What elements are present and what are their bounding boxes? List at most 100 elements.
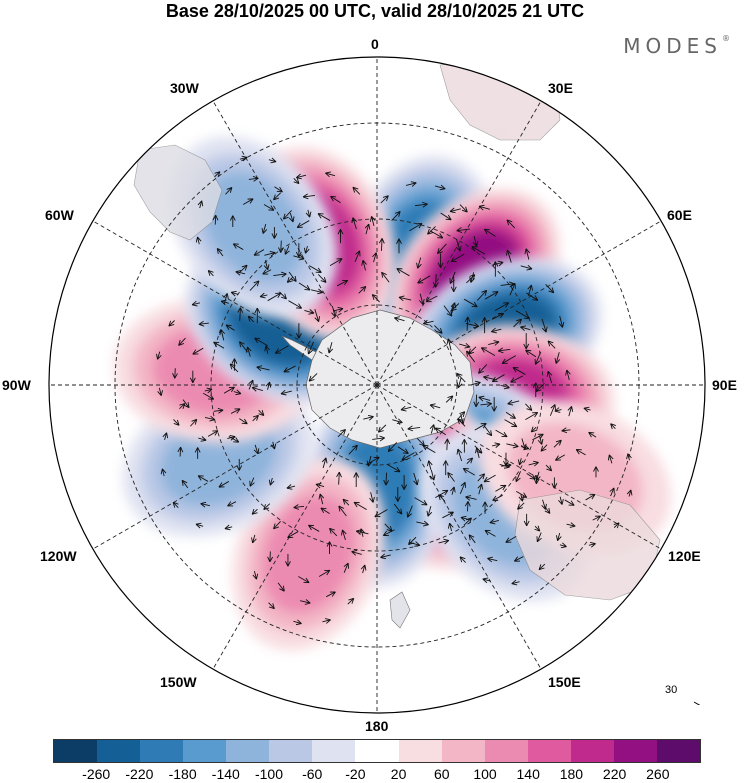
wind-vector	[204, 388, 213, 392]
wind-vector-head	[209, 415, 216, 422]
wind-vector	[331, 305, 336, 317]
wind-vector-head	[436, 327, 443, 334]
wind-vector-head	[541, 326, 548, 333]
wind-vector	[288, 300, 302, 309]
wind-vector	[179, 403, 186, 410]
wind-vector-head	[256, 365, 263, 371]
wind-vector	[233, 391, 242, 395]
wind-vector	[326, 591, 336, 598]
wind-vector-head	[325, 171, 331, 178]
colorbar-tick-label: 180	[559, 766, 584, 782]
wind-vector-head	[471, 246, 478, 252]
wind-vector-head	[214, 171, 221, 178]
wind-vector	[483, 474, 496, 483]
wind-vector	[391, 211, 401, 221]
wind-vector-head	[468, 348, 475, 355]
wind-vector	[449, 208, 461, 212]
wind-vector	[568, 406, 573, 417]
wind-vector	[174, 368, 176, 379]
wind-vector	[224, 526, 233, 530]
wind-vector	[501, 355, 517, 364]
wind-vector	[254, 444, 259, 455]
wind-vector	[393, 503, 403, 515]
wind-vector	[495, 484, 507, 492]
wind-vector	[214, 171, 221, 178]
wind-vector	[239, 156, 248, 160]
wind-vector-head	[437, 233, 444, 239]
wind-vector	[289, 212, 294, 223]
wind-vector	[429, 404, 441, 409]
wind-vector	[293, 255, 305, 260]
wind-vector	[553, 439, 562, 448]
wind-vector	[328, 342, 333, 354]
wind-vector-head	[510, 377, 517, 383]
wind-vector-head	[526, 264, 533, 271]
wind-vector-head	[465, 495, 472, 501]
wind-vector	[223, 293, 228, 305]
wind-vector	[437, 243, 447, 254]
wind-vector-head	[330, 195, 337, 202]
wind-vector	[520, 494, 523, 502]
wind-vector-head	[558, 321, 565, 328]
wind-vector-head	[551, 483, 558, 489]
reference-vector-label: 30	[665, 684, 678, 696]
colorbar-tick-label: -220	[125, 766, 154, 782]
wind-vector-head	[303, 247, 310, 254]
meridian-line	[376, 220, 662, 386]
wind-vector-head	[569, 522, 576, 528]
wind-vector	[545, 464, 552, 472]
wind-vector-head	[394, 496, 401, 502]
wind-vector	[588, 431, 597, 438]
wind-vector-head	[320, 507, 327, 514]
wind-vector-head	[494, 442, 501, 448]
wind-vector-head	[434, 427, 441, 434]
wind-vector	[457, 418, 466, 427]
wind-vector-head	[489, 518, 496, 525]
wind-vector-head	[279, 585, 285, 592]
wind-vector	[268, 602, 275, 610]
wind-vector-head	[439, 184, 446, 191]
antarctica-landmass	[305, 309, 475, 449]
wind-vector	[610, 423, 616, 429]
wind-vector	[532, 433, 544, 441]
wind-vector-head	[506, 219, 513, 226]
wind-vector-head	[216, 248, 223, 255]
wind-vector-head	[331, 311, 337, 318]
wind-vector	[298, 576, 310, 584]
wind-vector	[501, 464, 512, 467]
wind-vector	[392, 419, 403, 424]
wind-vector-head	[247, 198, 254, 204]
wind-vector	[447, 338, 452, 351]
wind-vector	[197, 475, 209, 482]
wind-vector-head	[341, 529, 347, 536]
wind-vector-head	[530, 426, 537, 433]
wind-vector-head	[478, 367, 484, 374]
wind-vector-head	[305, 211, 312, 218]
wind-vector	[627, 453, 630, 461]
colorbar-swatch	[398, 740, 442, 762]
wind-vector	[477, 473, 485, 482]
wind-vector-head	[273, 523, 279, 530]
wind-vector	[484, 228, 496, 237]
wind-vector	[343, 562, 349, 573]
wind-vector-head	[421, 499, 428, 506]
wind-vector	[500, 283, 515, 286]
wind-vector-head	[249, 480, 255, 487]
wind-vector	[483, 376, 497, 381]
wind-vector	[338, 472, 340, 485]
wind-vector-head	[287, 532, 294, 539]
wind-vector	[284, 245, 290, 255]
wind-vector	[416, 437, 425, 447]
wind-vector	[588, 543, 596, 546]
wind-vector-head	[321, 457, 328, 464]
wind-vector-head	[464, 342, 471, 349]
map-title: Base 28/10/2025 00 UTC, valid 28/10/2025…	[165, 1, 585, 21]
wind-vector-head	[483, 228, 490, 235]
wind-vector-head	[280, 389, 287, 396]
wind-vector-head	[515, 476, 521, 483]
wind-vector	[516, 490, 527, 498]
wind-vector	[417, 275, 431, 284]
wind-vector-head	[178, 339, 185, 346]
wind-vector-head	[523, 520, 530, 527]
antarctic-peninsula	[281, 335, 317, 361]
